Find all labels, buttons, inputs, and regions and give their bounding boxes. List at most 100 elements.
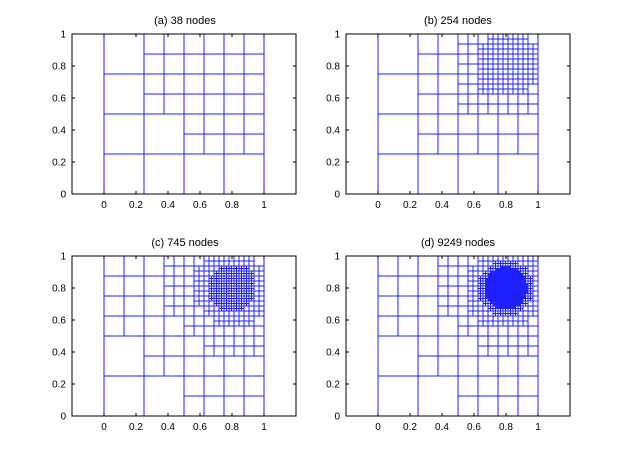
mesh-cell xyxy=(512,68,519,75)
mesh-cell xyxy=(218,315,225,322)
mesh-cell xyxy=(467,43,479,55)
mesh-cell xyxy=(213,320,220,327)
mesh-cell xyxy=(527,68,534,75)
mesh-cell xyxy=(213,265,220,272)
mesh-cell xyxy=(467,103,479,115)
mesh-cell xyxy=(377,315,399,337)
mesh-cell xyxy=(457,73,469,85)
mesh-cell xyxy=(253,310,260,317)
mesh-cell xyxy=(417,73,439,95)
mesh-cell xyxy=(512,48,519,55)
mesh-cell xyxy=(497,335,509,347)
mesh-cell xyxy=(253,280,260,287)
mesh-cell xyxy=(253,285,260,292)
mesh-cell xyxy=(532,275,539,282)
mesh-cell xyxy=(492,255,499,262)
mesh-cell xyxy=(183,113,205,135)
mesh-cell xyxy=(193,280,200,287)
mesh-cell xyxy=(457,93,469,105)
mesh-cell xyxy=(477,315,484,322)
mesh-cell xyxy=(228,310,235,317)
mesh-cell xyxy=(218,310,225,317)
mesh-cell xyxy=(487,53,494,60)
mesh-cell xyxy=(522,305,529,312)
mesh-cell xyxy=(482,255,489,262)
mesh-cell xyxy=(208,305,215,312)
mesh-cell xyxy=(203,345,215,357)
mesh-cell xyxy=(203,270,210,277)
axes-frame xyxy=(71,255,297,417)
y-tick-label: 0.8 xyxy=(326,284,340,295)
y-tick-label: 1 xyxy=(334,30,340,41)
mesh-cell xyxy=(512,73,519,80)
mesh-cell xyxy=(467,280,474,287)
mesh-cell xyxy=(143,73,165,95)
mesh-cell xyxy=(233,325,245,337)
mesh-cell xyxy=(258,275,265,282)
y-tick-label: 0.2 xyxy=(326,158,340,169)
mesh-cell xyxy=(522,33,529,40)
mesh-cell xyxy=(183,315,195,327)
mesh-cell xyxy=(512,58,519,65)
mesh-cell xyxy=(417,355,439,377)
x-tick-label: 1 xyxy=(261,422,267,433)
mesh-cell xyxy=(492,83,499,90)
mesh-cell xyxy=(243,395,265,417)
mesh-cell xyxy=(497,88,504,95)
x-tick-label: 0 xyxy=(101,422,107,433)
mesh-cells xyxy=(103,33,265,195)
mesh-cell xyxy=(457,295,469,307)
mesh-cell xyxy=(223,395,245,417)
mesh-cell xyxy=(193,305,205,317)
y-tick-label: 0.4 xyxy=(52,126,66,137)
mesh-cell xyxy=(213,310,220,317)
mesh-cell xyxy=(472,305,479,312)
x-tick-label: 0.6 xyxy=(193,200,207,211)
mesh-cell xyxy=(183,73,205,95)
mesh-cell xyxy=(223,335,235,347)
mesh-cell xyxy=(253,275,260,282)
mesh-cell xyxy=(437,355,459,377)
mesh-cell xyxy=(497,78,504,85)
mesh-cell xyxy=(477,83,484,90)
mesh-cell xyxy=(487,58,494,65)
x-tick-label: 1 xyxy=(261,200,267,211)
mesh-cell xyxy=(507,58,514,65)
mesh-cell xyxy=(417,133,439,155)
mesh-cell xyxy=(198,290,205,297)
mesh-cell xyxy=(143,255,165,277)
mesh-cell xyxy=(487,88,494,95)
mesh-cell xyxy=(163,73,185,95)
mesh-cell xyxy=(517,375,539,397)
mesh-cell xyxy=(228,315,235,322)
mesh-cell xyxy=(467,285,474,292)
mesh-cell xyxy=(487,38,494,45)
mesh-cell xyxy=(477,335,489,347)
mesh-cell xyxy=(482,53,489,60)
mesh-cell xyxy=(467,305,474,312)
mesh-cell xyxy=(457,355,479,377)
mesh-cell xyxy=(477,88,484,95)
mesh-cell xyxy=(253,335,265,347)
mesh-cell xyxy=(487,260,494,267)
mesh-cell xyxy=(258,295,265,302)
mesh-cell xyxy=(258,265,265,272)
mesh-cell xyxy=(143,315,165,337)
mesh-cell xyxy=(123,315,145,337)
mesh-cell xyxy=(477,58,484,65)
mesh-cell xyxy=(173,275,185,287)
mesh-cell xyxy=(253,270,260,277)
mesh-cell xyxy=(223,320,230,327)
mesh-cell xyxy=(163,53,185,75)
mesh-cell xyxy=(233,315,240,322)
mesh-cell xyxy=(238,260,245,267)
mesh-cell xyxy=(487,103,499,115)
mesh-cell xyxy=(203,375,225,397)
mesh-cell xyxy=(477,43,484,50)
mesh-cell xyxy=(532,285,539,292)
mesh-cell xyxy=(223,255,230,262)
mesh-cell xyxy=(532,300,539,307)
mesh-cell xyxy=(512,43,519,50)
mesh-cell xyxy=(497,255,504,262)
mesh-cell xyxy=(213,315,220,322)
